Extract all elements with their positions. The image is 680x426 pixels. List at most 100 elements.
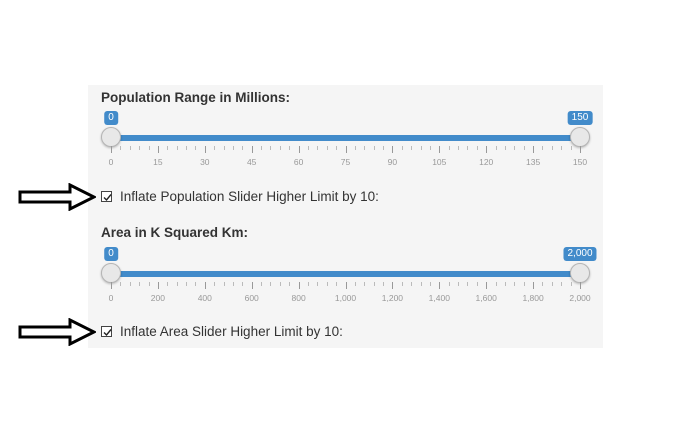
area-tick-label: 1,800 bbox=[522, 293, 544, 303]
area-minor-tick bbox=[261, 282, 263, 286]
area-minor-tick bbox=[476, 282, 478, 286]
population-range-slider[interactable]: 0 150 0 15 30 45 60 75 90 105 120 135 150 bbox=[101, 111, 593, 171]
population-high-value: 150 bbox=[567, 111, 593, 125]
area-major-tick bbox=[486, 282, 488, 289]
area-major-tick bbox=[204, 282, 206, 289]
population-inflate-checkbox[interactable] bbox=[101, 191, 112, 202]
area-major-tick bbox=[111, 282, 112, 289]
area-minor-tick bbox=[458, 282, 460, 286]
area-minor-tick bbox=[336, 282, 338, 286]
population-label: Population Range in Millions: bbox=[101, 90, 290, 105]
area-major-tick bbox=[157, 282, 159, 289]
area-major-tick bbox=[580, 282, 581, 289]
population-minor-tick bbox=[561, 146, 563, 150]
area-minor-tick bbox=[195, 282, 197, 286]
population-inflate-label[interactable]: Inflate Population Slider Higher Limit b… bbox=[120, 189, 379, 204]
area-minor-tick bbox=[448, 282, 450, 286]
population-minor-tick bbox=[476, 146, 478, 150]
area-minor-tick bbox=[495, 282, 497, 286]
area-minor-tick bbox=[401, 282, 403, 286]
area-minor-tick bbox=[186, 282, 188, 286]
population-minor-tick bbox=[458, 146, 460, 150]
population-minor-tick bbox=[354, 146, 356, 150]
area-major-tick bbox=[251, 282, 253, 289]
population-tick-label: 15 bbox=[153, 157, 163, 167]
area-tick-label: 2,000 bbox=[569, 293, 591, 303]
area-major-tick bbox=[533, 282, 535, 289]
area-tick-label: 1,400 bbox=[428, 293, 450, 303]
area-minor-tick bbox=[542, 282, 544, 286]
population-major-tick bbox=[392, 146, 394, 153]
population-minor-tick bbox=[139, 146, 141, 150]
area-high-value: 2,000 bbox=[563, 247, 597, 261]
area-tick-label: 1,000 bbox=[334, 293, 357, 303]
population-minor-tick bbox=[317, 146, 319, 150]
area-minor-tick bbox=[383, 282, 385, 286]
area-inflate-checkbox[interactable] bbox=[101, 326, 112, 337]
area-inflate-label[interactable]: Inflate Area Slider Higher Limit by 10: bbox=[120, 324, 343, 339]
area-minor-tick bbox=[223, 282, 225, 286]
area-minor-tick bbox=[467, 282, 469, 286]
area-minor-tick bbox=[232, 282, 234, 286]
population-low-value: 0 bbox=[104, 111, 118, 125]
population-high-handle[interactable] bbox=[570, 127, 590, 147]
population-tick-label: 105 bbox=[432, 157, 447, 167]
area-tick-label: 1,200 bbox=[381, 293, 404, 303]
population-minor-tick bbox=[495, 146, 497, 150]
population-minor-tick bbox=[270, 146, 272, 150]
area-minor-tick bbox=[139, 282, 141, 286]
area-minor-tick bbox=[504, 282, 506, 286]
area-minor-tick bbox=[364, 282, 366, 286]
area-high-handle[interactable] bbox=[570, 263, 590, 283]
check-icon bbox=[103, 194, 112, 202]
check-icon bbox=[103, 329, 112, 337]
population-major-tick bbox=[157, 146, 159, 153]
area-minor-tick bbox=[429, 282, 431, 286]
population-minor-tick bbox=[195, 146, 197, 150]
population-minor-tick bbox=[429, 146, 431, 150]
area-major-tick bbox=[298, 282, 300, 289]
population-minor-tick bbox=[129, 146, 131, 150]
area-minor-tick bbox=[326, 282, 328, 286]
population-minor-tick bbox=[401, 146, 403, 150]
area-minor-tick bbox=[289, 282, 291, 286]
area-tick-label: 600 bbox=[244, 293, 259, 303]
area-minor-tick bbox=[354, 282, 356, 286]
population-tick-label: 30 bbox=[200, 157, 210, 167]
area-range-slider[interactable]: 0 2,000 0 200 400 600 800 1,000 1,200 1,400 1,60… bbox=[101, 247, 597, 307]
population-minor-tick bbox=[289, 146, 291, 150]
population-minor-tick bbox=[420, 146, 422, 150]
population-slider-track[interactable] bbox=[111, 135, 580, 141]
population-minor-tick bbox=[336, 146, 338, 150]
population-low-handle[interactable] bbox=[101, 127, 121, 147]
population-tick-label: 90 bbox=[387, 157, 398, 167]
population-minor-tick bbox=[373, 146, 375, 150]
population-minor-tick bbox=[232, 146, 234, 150]
population-minor-tick bbox=[364, 146, 366, 150]
area-tick-label: 1,600 bbox=[475, 293, 497, 303]
area-minor-tick bbox=[561, 282, 563, 286]
area-minor-tick bbox=[167, 282, 169, 286]
population-tick-label: 60 bbox=[293, 157, 304, 167]
population-minor-tick bbox=[279, 146, 281, 150]
area-minor-tick bbox=[120, 282, 122, 286]
area-tick-label: 400 bbox=[197, 293, 212, 303]
population-minor-tick bbox=[261, 146, 263, 150]
area-minor-tick bbox=[551, 282, 553, 286]
population-minor-tick bbox=[542, 146, 544, 150]
area-low-handle[interactable] bbox=[101, 263, 121, 283]
area-tick-label: 0 bbox=[108, 293, 114, 303]
population-major-tick bbox=[580, 146, 581, 153]
area-tick-label: 200 bbox=[150, 293, 165, 303]
arrow-right-icon bbox=[18, 183, 96, 211]
population-minor-tick bbox=[326, 146, 328, 150]
population-minor-tick bbox=[214, 146, 216, 150]
population-major-tick bbox=[533, 146, 535, 153]
population-tick-label: 135 bbox=[526, 157, 541, 167]
population-major-tick bbox=[486, 146, 488, 153]
population-tick-label: 75 bbox=[340, 157, 351, 167]
area-major-tick bbox=[345, 282, 347, 289]
area-minor-tick bbox=[317, 282, 319, 286]
population-minor-tick bbox=[514, 146, 516, 150]
area-slider-track[interactable] bbox=[111, 271, 580, 277]
